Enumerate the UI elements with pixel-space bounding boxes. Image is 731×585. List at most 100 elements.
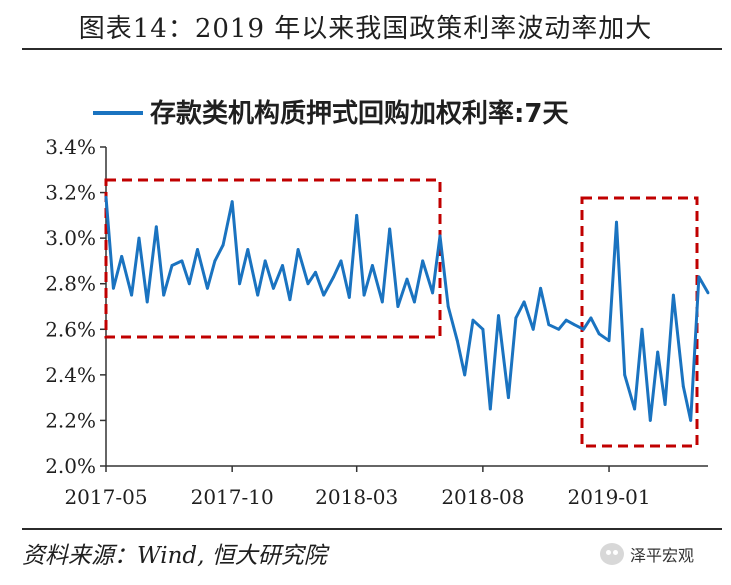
data-point xyxy=(573,323,576,327)
data-point xyxy=(213,259,217,263)
highlight-box-2017 xyxy=(104,178,442,339)
data-point xyxy=(633,407,637,411)
x-tick-label: 2017-05 xyxy=(64,485,147,509)
y-tick-label: 2.2% xyxy=(45,408,96,432)
data-point xyxy=(162,293,166,297)
data-point xyxy=(221,243,225,247)
data-point xyxy=(507,396,510,400)
x-tick-label: 2018-08 xyxy=(441,485,524,509)
y-axis: 2.0% 2.2% 2.4% 2.6% 2.8% 3.0% 3.2% 3.4% xyxy=(45,135,107,478)
y-tick-label: 2.0% xyxy=(45,454,96,478)
data-point xyxy=(263,259,267,263)
data-point xyxy=(388,227,392,231)
y-tick-label: 2.8% xyxy=(45,272,96,296)
footer-divider xyxy=(22,528,722,530)
data-point xyxy=(557,327,561,331)
data-point xyxy=(322,293,326,297)
x-tick-label: 2018-03 xyxy=(315,485,398,509)
data-point xyxy=(170,264,174,267)
data-point xyxy=(230,200,234,204)
data-point xyxy=(539,286,542,290)
data-point xyxy=(256,293,260,297)
data-point xyxy=(589,316,593,320)
data-point xyxy=(531,327,535,331)
data-point xyxy=(455,339,459,343)
data-point xyxy=(497,314,500,318)
series-line xyxy=(104,196,710,422)
data-point xyxy=(396,305,400,308)
data-point xyxy=(689,419,693,422)
data-point xyxy=(522,300,526,304)
data-point xyxy=(405,277,409,281)
data-point xyxy=(370,264,374,267)
data-point xyxy=(238,282,241,286)
legend: 存款类机构质押式回购加权利率:7天 xyxy=(93,98,569,129)
data-point xyxy=(130,293,133,297)
watermark-label: 泽平宏观 xyxy=(630,546,695,565)
legend-label: 存款类机构质押式回购加权利率:7天 xyxy=(150,98,569,129)
title-divider xyxy=(22,48,722,50)
data-point xyxy=(281,264,284,267)
data-point xyxy=(463,373,467,377)
x-axis: 2017-05 2017-10 2018-03 2018-08 2019-01 xyxy=(64,465,708,509)
y-tick-label: 3.2% xyxy=(45,181,96,205)
data-point xyxy=(154,225,158,229)
data-point xyxy=(481,327,485,331)
data-point xyxy=(697,275,701,279)
data-point xyxy=(607,339,611,343)
data-point xyxy=(514,316,518,320)
data-point xyxy=(488,407,492,411)
data-point xyxy=(640,327,644,331)
y-tick-label: 2.4% xyxy=(45,363,96,387)
y-tick-label: 2.6% xyxy=(45,317,96,341)
data-point xyxy=(421,259,425,263)
data-point xyxy=(582,327,585,331)
data-point xyxy=(120,254,124,258)
data-point xyxy=(413,300,416,304)
data-point xyxy=(104,195,108,199)
watermark: 泽平宏观 xyxy=(600,542,694,566)
data-point xyxy=(706,291,710,295)
data-point xyxy=(206,286,209,290)
data-point xyxy=(145,300,149,304)
data-point xyxy=(380,300,384,304)
data-point xyxy=(547,323,551,327)
data-point xyxy=(314,270,317,274)
data-point xyxy=(296,248,300,251)
y-tick-label: 3.4% xyxy=(45,135,96,159)
data-point xyxy=(656,350,660,354)
data-point xyxy=(615,220,618,224)
data-point xyxy=(187,282,191,286)
data-point xyxy=(272,286,275,290)
data-point xyxy=(137,236,141,240)
data-point xyxy=(288,298,292,302)
y-tick-label: 3.0% xyxy=(45,226,96,250)
data-point xyxy=(431,291,434,295)
wechat-icon xyxy=(600,543,624,565)
data-point xyxy=(648,419,652,422)
data-point xyxy=(246,248,250,251)
data-point xyxy=(339,259,343,263)
data-point xyxy=(362,293,366,297)
data-point xyxy=(112,286,115,290)
data-point xyxy=(471,318,475,322)
data-point xyxy=(347,295,351,299)
data-point xyxy=(180,259,184,263)
data-point xyxy=(663,403,667,406)
data-point xyxy=(446,305,450,308)
data-point xyxy=(671,293,675,297)
highlight-boxes xyxy=(104,178,699,448)
data-point xyxy=(306,282,310,286)
x-tick-label: 2019-01 xyxy=(567,485,650,509)
data-point xyxy=(564,318,568,322)
chart-title: 图表14：2019 年以来我国政策利率波动率加大 xyxy=(78,14,653,44)
data-point xyxy=(681,384,685,388)
highlight-box-2019 xyxy=(580,196,699,448)
source-note: 资料来源：Wind, 恒大研究院 xyxy=(22,543,327,569)
x-tick-label: 2017-10 xyxy=(191,485,274,509)
data-point xyxy=(332,275,336,279)
data-point xyxy=(438,234,442,238)
data-point xyxy=(597,332,601,336)
series-layer xyxy=(104,195,710,422)
